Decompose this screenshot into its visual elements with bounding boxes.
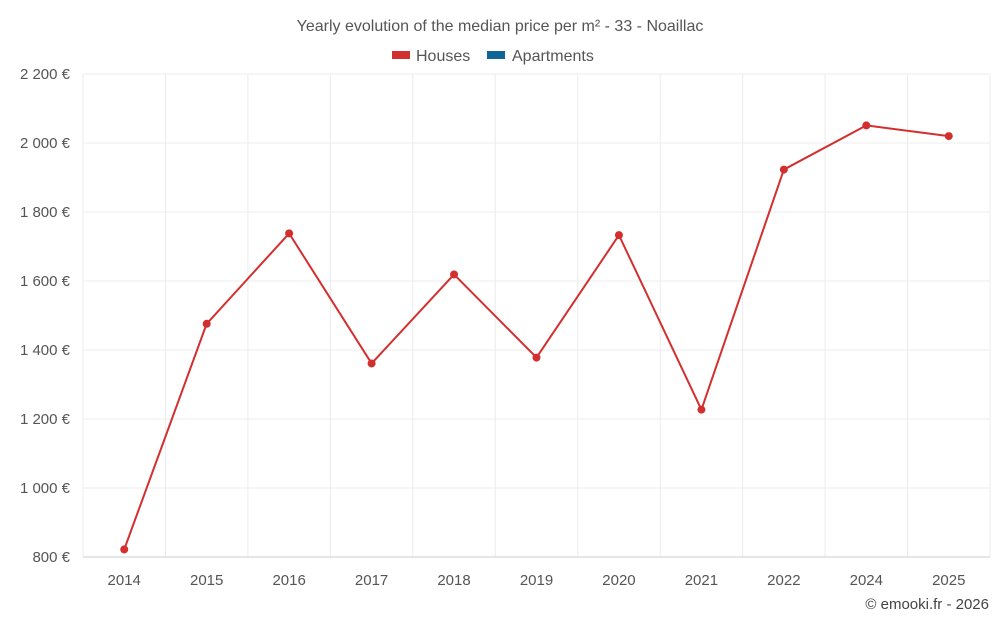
data-point[interactable] bbox=[202, 319, 211, 328]
x-tick-label: 2025 bbox=[932, 572, 965, 589]
x-tick-label: 2019 bbox=[520, 572, 553, 589]
series-layer bbox=[120, 121, 953, 554]
y-tick-label: 800 € bbox=[32, 549, 70, 566]
y-tick-label: 2 200 € bbox=[20, 66, 71, 83]
credit-text: © emooki.fr - 2026 bbox=[865, 596, 989, 613]
data-point[interactable] bbox=[285, 229, 294, 238]
data-point[interactable] bbox=[120, 545, 129, 554]
legend-label-houses: Houses bbox=[416, 48, 470, 65]
data-point[interactable] bbox=[862, 121, 871, 130]
y-tick-label: 2 000 € bbox=[20, 135, 71, 152]
y-tick-label: 1 000 € bbox=[20, 480, 71, 497]
legend-swatch-apartments bbox=[487, 51, 505, 59]
data-point[interactable] bbox=[697, 405, 706, 414]
x-tick-label: 2015 bbox=[190, 572, 223, 589]
data-point[interactable] bbox=[450, 270, 459, 279]
x-tick-label: 2022 bbox=[767, 572, 800, 589]
legend-swatch-houses bbox=[392, 51, 410, 59]
legend-item-apartments[interactable]: Apartments bbox=[487, 48, 594, 65]
y-tick-label: 1 600 € bbox=[20, 273, 71, 290]
x-tick-label: 2021 bbox=[685, 572, 718, 589]
data-point[interactable] bbox=[367, 359, 376, 368]
x-tick-label: 2020 bbox=[602, 572, 635, 589]
data-point[interactable] bbox=[944, 132, 953, 141]
y-gridlines bbox=[83, 73, 990, 489]
data-point[interactable] bbox=[779, 165, 788, 174]
y-axis-labels: 800 € 1 000 € 1 200 € 1 400 € 1 600 € 1 800 €… bbox=[20, 66, 71, 566]
x-gridlines bbox=[82, 74, 991, 557]
legend-item-houses[interactable]: Houses bbox=[392, 48, 470, 65]
x-axis-labels: 2014 2015 2016 2017 2018 2019 2020 2021 2022 2024… bbox=[108, 572, 966, 589]
legend-label-apartments: Apartments bbox=[512, 48, 594, 65]
data-point[interactable] bbox=[532, 353, 541, 362]
x-tick-label: 2016 bbox=[272, 572, 305, 589]
x-tick-label: 2017 bbox=[355, 572, 388, 589]
x-tick-label: 2024 bbox=[850, 572, 883, 589]
x-tick-label: 2018 bbox=[437, 572, 470, 589]
y-tick-label: 1 400 € bbox=[20, 342, 71, 359]
x-tick-label: 2014 bbox=[108, 572, 141, 589]
data-point[interactable] bbox=[614, 231, 623, 240]
legend: Houses Apartments bbox=[392, 48, 594, 65]
y-tick-label: 1 200 € bbox=[20, 411, 71, 428]
chart-title: Yearly evolution of the median price per… bbox=[297, 18, 704, 35]
y-tick-label: 1 800 € bbox=[20, 204, 71, 221]
